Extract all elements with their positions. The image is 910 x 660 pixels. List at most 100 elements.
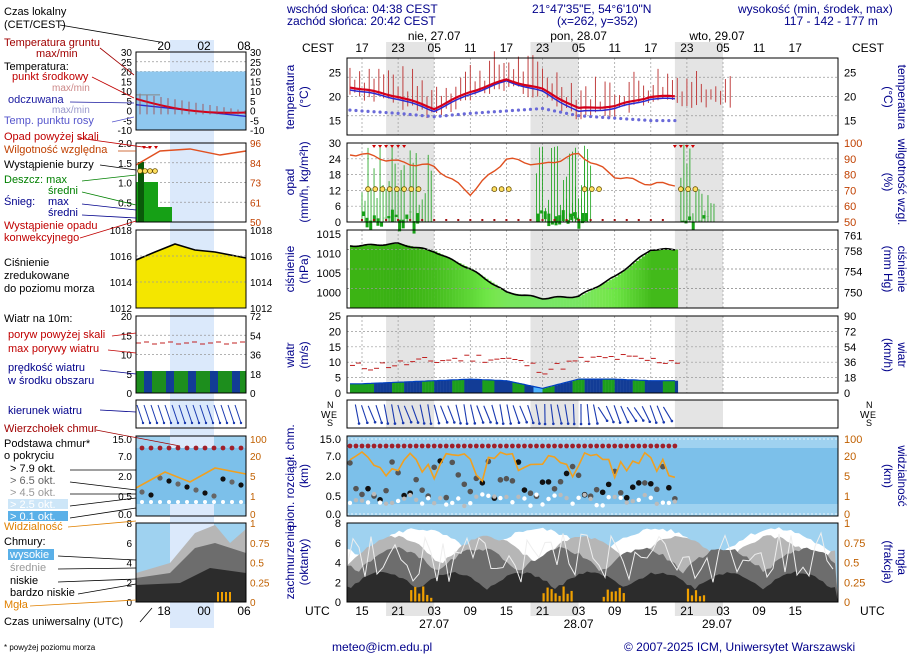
legend-leader [79, 220, 137, 239]
cloud-top-dot [485, 443, 491, 449]
wind-axis-right-label: wiatr [895, 341, 909, 367]
legend-conv: Wystąpienie opadu [4, 220, 97, 232]
wind-tick: 5 [335, 373, 341, 385]
cloud-base-dot [347, 460, 353, 466]
footer-email[interactable]: meteo@icm.edu.pl [332, 640, 433, 654]
storm-marker [372, 186, 379, 192]
cloud-base-low-dot [510, 500, 515, 505]
pressure-fill [377, 244, 381, 308]
pressure-fill [593, 288, 597, 308]
cloud-base-low-dot [546, 496, 551, 502]
cloud-base-dot [479, 480, 486, 486]
cest-tick: 05 [572, 41, 586, 55]
wind-speed-fill [626, 379, 630, 393]
small-temp-tick-right: 5 [250, 97, 256, 108]
cloud-tick: 2.0 [326, 471, 341, 483]
cloud-base-dot [455, 472, 462, 478]
perceived-temp-line [349, 80, 675, 113]
wind-speed-fill [620, 379, 624, 393]
wind-speed-fill [488, 379, 492, 393]
small-cloud-base-dot [193, 487, 199, 493]
night-band [530, 230, 579, 308]
conv-marker [457, 219, 460, 221]
conv-marker [541, 219, 544, 221]
wind-speed-fill [596, 379, 600, 393]
pressure-fill [671, 249, 676, 308]
conv-marker [481, 219, 484, 221]
cloud-base-dot [383, 487, 389, 494]
cloud-base-low-dot [630, 498, 635, 504]
precip-mean-bar [547, 213, 551, 227]
pressure-fill [434, 251, 438, 308]
precip-mean-bar [390, 209, 394, 222]
small-cloud-top-dot [166, 445, 172, 451]
small-temp-tick-left: 5 [126, 97, 132, 108]
precip-axis-right-label: wilgotność wzgl. [895, 138, 909, 226]
dew-point-dot [625, 117, 629, 121]
small-cloud-base-dot [229, 479, 235, 485]
legend-wind-title: Wiatr na 10m: [4, 313, 72, 325]
small-wind-dir-arrow [164, 404, 172, 424]
cloud-top-dot [648, 443, 654, 449]
wind-speed-fill [470, 379, 474, 393]
cloud-base-dot [593, 486, 600, 493]
pressure-fill [509, 292, 513, 308]
legend-pressure1: Ciśnienie [4, 257, 49, 269]
legend-leader [99, 409, 137, 413]
legend-leader [69, 101, 135, 104]
cloud-base-low-dot [413, 497, 419, 503]
legend-leader [77, 137, 151, 149]
cloud-base-dot [563, 470, 570, 477]
wind-dir-arrowhead [531, 421, 535, 425]
cover-axis-left-label: zachmurzenie [283, 524, 297, 599]
cloud-top-dot [618, 443, 624, 449]
precip-above-scale [384, 145, 389, 148]
wind-dir-arrow [419, 404, 425, 424]
wind-speed-fill [497, 380, 501, 393]
wind-speed-fill [578, 379, 582, 393]
small-wind-tick-left: 5 [126, 370, 132, 381]
cloud-base-low-dot [522, 496, 527, 501]
cloud-base-low-dot [480, 492, 485, 497]
wind-speed-fill [349, 383, 354, 393]
pressure-fill [632, 263, 636, 308]
small-cloud-tick-left: 15.0 [113, 435, 133, 446]
small-hum-tick: 96 [250, 139, 262, 150]
wind-speed-fill [473, 379, 477, 393]
pressure-fill [386, 244, 390, 308]
small-press-tick-right: 1018 [250, 226, 273, 237]
pressure-fill [659, 249, 664, 308]
small-cloud-low-dot [158, 500, 162, 504]
precip-mean-bar [372, 215, 376, 223]
small-cloud-top-dot [220, 445, 226, 451]
small-cover-tick-right: 0.25 [250, 578, 270, 589]
dew-point-dot [486, 110, 490, 114]
precip-tick: 24 [329, 154, 341, 166]
wind-dir-arrow [641, 406, 651, 422]
wind-speed-fill [587, 379, 591, 393]
pressure-fill [566, 296, 570, 308]
cloud-base-low-dot [377, 500, 383, 505]
storm-marker [685, 186, 691, 192]
pressure-fill [605, 281, 609, 308]
pressure-fill [355, 245, 360, 308]
wind-speed-fill [431, 380, 435, 393]
wind-speed-fill [551, 386, 555, 393]
wind-speed-fill [638, 380, 642, 393]
dew-point-dot [372, 110, 376, 114]
small-wind-tick-left: 20 [121, 312, 133, 323]
legend-leader [91, 76, 135, 99]
wind-dir-arrow [564, 404, 569, 424]
cloud-base-low-dot [365, 500, 371, 505]
cover-tick: 8 [335, 518, 341, 530]
small-cover-tick-right: 0.5 [250, 559, 264, 570]
small-cloud-base-dot [148, 492, 154, 498]
cover-axis-right-unit: (frakcja) [881, 540, 895, 583]
small-temp-frame [135, 51, 247, 131]
small-wind-dir-head [218, 421, 222, 425]
dew-point-dot [528, 107, 533, 111]
pressure-fill [425, 249, 429, 308]
cest-tick: 17 [500, 41, 514, 55]
small-storm-marker [142, 168, 148, 174]
pressure-fill [572, 296, 576, 308]
